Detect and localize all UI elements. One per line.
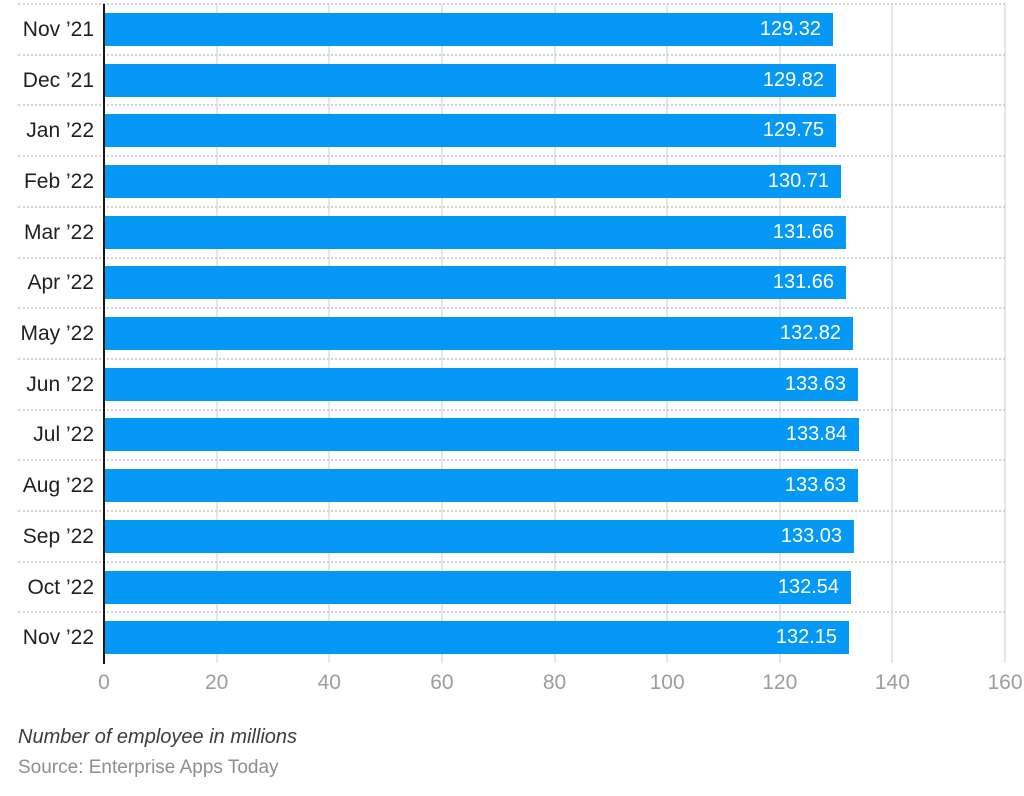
bar-row: Jun ’22 133.63 (0, 359, 1024, 410)
vertical-gridline (891, 4, 894, 663)
bar-value-label: 133.03 (780, 524, 842, 547)
bar-value-label: 133.84 (785, 423, 847, 446)
bar: 129.82 (105, 63, 836, 97)
row-separator (18, 104, 1005, 107)
row-separator (18, 459, 1005, 462)
x-axis-tick-label: 40 (317, 671, 341, 694)
bar-row: Aug ’22 133.63 (0, 460, 1024, 511)
row-separator (18, 510, 1005, 512)
bar-value-label: 132.82 (779, 322, 841, 345)
category-label: Sep ’22 (22, 524, 94, 548)
bar-row: Jul ’22 133.84 (0, 410, 1024, 461)
vertical-gridline (1004, 4, 1006, 663)
y-axis-line (103, 4, 105, 664)
category-label: Feb ’22 (23, 169, 94, 193)
bar: 133.63 (105, 469, 858, 503)
category-label: Nov ’21 (22, 17, 94, 41)
bar-value-label: 132.54 (777, 575, 839, 598)
row-separator (18, 307, 1005, 310)
bar: 133.63 (105, 367, 858, 401)
category-label: Nov ’22 (22, 626, 94, 650)
x-axis-tick-label: 100 (649, 671, 685, 694)
row-separator (18, 53, 1005, 56)
plot-area: Nov ’21 129.32 Dec ’21 129.82 Jan ’22 129.75 F… (0, 3, 1024, 664)
bar: 133.84 (105, 418, 859, 452)
bar-value-label: 131.66 (772, 220, 834, 243)
bar: 130.71 (105, 164, 841, 198)
bar-row: Dec ’21 129.82 (0, 55, 1024, 106)
bar-row: Nov ’21 129.32 (0, 4, 1024, 55)
bar-row: Oct ’22 132.54 (0, 562, 1024, 613)
x-axis-tick-label: 80 (542, 671, 567, 694)
bar-value-label: 133.63 (784, 474, 846, 497)
category-label: Apr ’22 (27, 271, 94, 295)
row-separator (18, 611, 1005, 614)
bar-row: May ’22 132.82 (0, 308, 1024, 359)
x-axis-tick-label: 120 (762, 671, 798, 694)
category-label: May ’22 (20, 322, 94, 346)
bar-row: Jan ’22 129.75 (0, 105, 1024, 156)
x-axis-tick-label: 20 (204, 671, 229, 694)
bar-row: Mar ’22 131.66 (0, 207, 1024, 258)
bar-value-label: 132.15 (775, 626, 837, 649)
row-separator (18, 357, 1005, 360)
chart-source: Source: Enterprise Apps Today (18, 757, 279, 778)
bar-value-label: 131.66 (772, 271, 834, 294)
chart-caption: Number of employee in millions (18, 726, 298, 748)
bar-row: Sep ’22 133.03 (0, 511, 1024, 562)
bar: 132.82 (105, 317, 853, 351)
category-label: Jun ’22 (26, 372, 94, 396)
category-label: Oct ’22 (27, 575, 94, 599)
x-axis-tick-label: 60 (430, 671, 454, 694)
x-axis-tick-label: 140 (874, 671, 910, 694)
category-label: Mar ’22 (23, 220, 94, 244)
bar: 129.32 (105, 12, 833, 46)
row-separator (18, 408, 1005, 411)
row-separator (18, 3, 1005, 5)
category-label: Dec ’21 (22, 68, 94, 92)
bar-row: Nov ’22 132.15 (0, 612, 1024, 663)
bar: 132.54 (105, 570, 851, 604)
bar: 131.66 (105, 215, 846, 249)
bar-value-label: 133.63 (784, 372, 846, 395)
category-label: Jan ’22 (26, 119, 94, 143)
category-label: Aug ’22 (22, 474, 94, 498)
bar-value-label: 130.71 (767, 169, 829, 192)
bar: 133.03 (105, 519, 854, 553)
row-separator (18, 155, 1005, 158)
bar-value-label: 129.32 (759, 17, 821, 40)
bar: 132.15 (105, 621, 849, 655)
category-label: Jul ’22 (33, 423, 94, 447)
bar-row: Feb ’22 130.71 (0, 156, 1024, 207)
bar: 129.75 (105, 114, 836, 148)
bar-value-label: 129.82 (762, 68, 824, 91)
bar-row: Apr ’22 131.66 (0, 258, 1024, 309)
row-separator (18, 256, 1005, 259)
x-axis-tick-label: 160 (987, 671, 1023, 694)
row-separator (18, 205, 1005, 208)
bar-value-label: 129.75 (762, 119, 824, 142)
x-axis-tick-label: 0 (98, 671, 110, 694)
row-separator (18, 560, 1005, 563)
bar: 131.66 (105, 266, 846, 300)
